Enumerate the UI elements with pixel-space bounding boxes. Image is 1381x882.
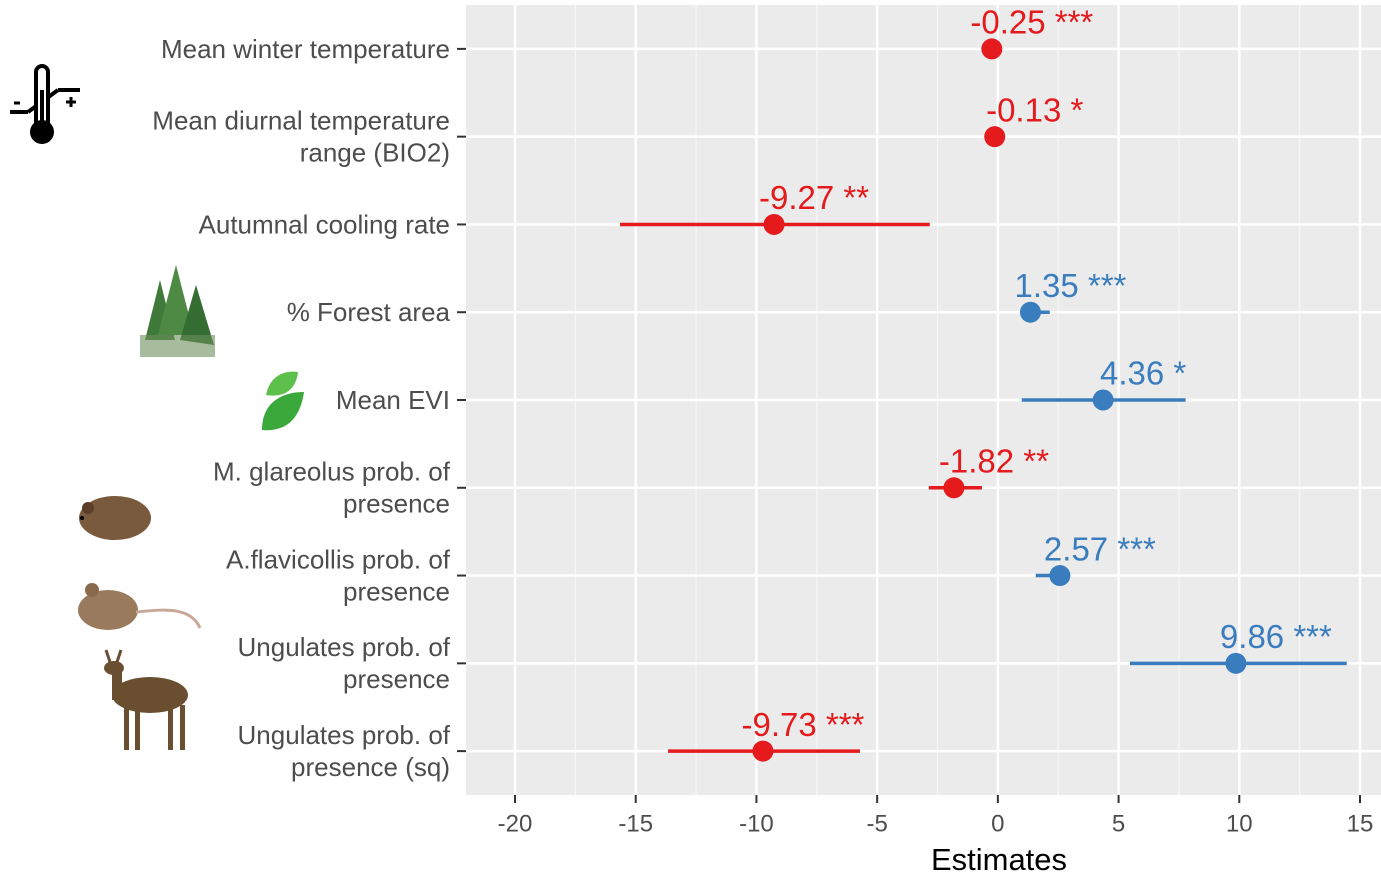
x-tick-label: 5: [1112, 810, 1125, 837]
value-label: -0.13 *: [986, 91, 1083, 128]
point: [763, 213, 785, 235]
mouse-icon: [79, 496, 151, 540]
value-label: -9.73 ***: [741, 706, 864, 743]
point: [1092, 389, 1114, 411]
trees-icon: [140, 265, 215, 357]
y-tick-label: A.flavicollis prob. of: [226, 544, 451, 574]
x-tick-label: -15: [618, 810, 653, 837]
value-label: 2.57 ***: [1044, 530, 1156, 567]
x-tick-label: -10: [739, 810, 774, 837]
x-tick-label: -20: [498, 810, 533, 837]
y-tick-label: presence (sq): [291, 752, 450, 782]
x-tick-label: 10: [1226, 810, 1253, 837]
point: [981, 38, 1003, 60]
value-label: 4.36 *: [1100, 355, 1186, 392]
point: [752, 740, 774, 762]
point: [943, 477, 965, 499]
mouse-icon-2: [78, 583, 202, 630]
y-tick-label: presence: [343, 664, 450, 694]
y-tick-label: % Forest area: [287, 297, 451, 327]
x-tick-label: -5: [866, 810, 887, 837]
deer-icon: [104, 649, 188, 750]
y-tick-label: presence: [343, 489, 450, 519]
x-tick-label: 0: [991, 810, 1004, 837]
y-tick-label: Autumnal cooling rate: [199, 209, 450, 239]
y-tick-label: Mean diurnal temperature: [152, 106, 450, 136]
value-label: -1.82 **: [939, 442, 1049, 479]
point: [984, 126, 1006, 148]
y-tick-label: Mean winter temperature: [161, 34, 450, 64]
point: [1049, 565, 1071, 587]
grid: [466, 5, 1381, 795]
y-tick-label: presence: [343, 576, 450, 606]
y-tick-label: range (BIO2): [300, 138, 450, 168]
y-tick-label: Mean EVI: [336, 385, 450, 415]
thermometer-icon: [10, 64, 80, 144]
point: [1019, 301, 1041, 323]
y-tick-label: Ungulates prob. of: [238, 632, 451, 662]
value-label: -0.25 ***: [970, 4, 1093, 41]
y-tick-label: Ungulates prob. of: [238, 720, 451, 750]
leaf-icon: [262, 371, 304, 431]
value-label: 9.86 ***: [1220, 618, 1332, 655]
x-axis-title: Estimates: [931, 842, 1067, 877]
value-label: -9.27 **: [759, 179, 869, 216]
y-tick-label: M. glareolus prob. of: [213, 457, 451, 487]
plot: -0.25 *** -0.13 * -9.27 ** 1.35 *** 4.36 * -1…: [620, 4, 1347, 762]
x-tick-label: 15: [1347, 810, 1374, 837]
value-label: 1.35 ***: [1014, 267, 1126, 304]
point: [1225, 652, 1247, 674]
